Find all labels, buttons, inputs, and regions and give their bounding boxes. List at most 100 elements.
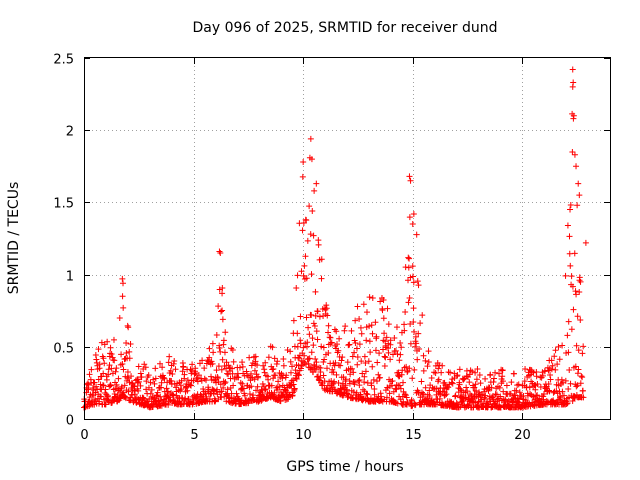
data-point [160,374,167,381]
data-point [435,365,442,372]
data-point [320,372,327,379]
data-point [126,355,133,362]
data-point [262,359,269,366]
data-point [221,380,228,387]
data-point [179,368,186,375]
data-point [384,305,391,312]
data-point [310,342,317,349]
data-point [570,115,577,122]
data-point [248,370,255,377]
data-point [377,298,384,305]
data-point [229,347,236,354]
x-tick-label: 5 [190,428,198,443]
data-point [569,283,576,290]
data-point [117,388,124,395]
data-point [406,294,413,301]
data-point [401,391,408,398]
data-point [337,362,344,369]
data-point [189,401,196,408]
data-point [211,398,218,405]
data-point [436,362,443,369]
data-point [300,158,307,165]
data-point [271,389,278,396]
data-point [310,232,317,239]
data-point [387,337,394,344]
data-point [403,394,410,401]
data-point [251,376,258,383]
data-point [582,239,589,246]
data-point [453,373,460,380]
data-point [119,293,126,300]
data-point [388,382,395,389]
data-point [415,330,422,337]
data-point [373,378,380,385]
data-point [130,382,137,389]
data-point [171,358,178,365]
data-point [302,253,309,260]
data-point [123,350,130,357]
data-point [210,349,217,356]
data-point [562,377,569,384]
y-tick-label: 0 [66,414,74,429]
data-point [431,369,438,376]
data-point [361,353,368,360]
data-point [530,369,537,376]
data-point [317,374,324,381]
data-point [422,357,429,364]
data-point [497,393,504,400]
data-point [567,206,574,213]
data-point [385,349,392,356]
data-point [353,389,360,396]
data-point [382,354,389,361]
data-point [311,187,318,194]
data-point [414,278,421,285]
data-point [474,366,481,373]
data-point [376,350,383,357]
data-point [397,385,404,392]
data-point [177,382,184,389]
data-point [307,231,314,238]
data-point [354,354,361,361]
data-point [161,375,168,382]
data-point [389,378,396,385]
data-point [515,381,522,388]
data-point [576,274,583,281]
data-point [350,369,357,376]
data-point [356,341,363,348]
data-point [294,272,301,279]
data-point [219,290,226,297]
data-point [127,340,134,347]
data-point [442,392,449,399]
data-point [122,395,129,402]
data-point [290,317,297,324]
data-point [274,358,281,365]
data-point [99,382,106,389]
data-point [178,386,185,393]
data-point [261,386,268,393]
data-point [566,367,573,374]
data-point [424,363,431,370]
data-point [407,340,414,347]
data-point [167,367,174,374]
data-point [190,377,197,384]
data-point [173,384,180,391]
data-point [412,333,419,340]
data-point [248,383,255,390]
data-point [212,397,219,404]
data-point [288,377,295,384]
data-point [102,386,109,393]
data-point [448,379,455,386]
data-point [391,334,398,341]
data-point [405,299,412,306]
data-point [217,381,224,388]
data-point [107,381,114,388]
data-point [312,356,319,363]
data-point [367,349,374,356]
data-point [565,349,572,356]
data-point [187,366,194,373]
data-point [269,344,276,351]
data-point [148,386,155,393]
data-point [574,202,581,209]
data-point [573,291,580,298]
data-point [86,371,93,378]
